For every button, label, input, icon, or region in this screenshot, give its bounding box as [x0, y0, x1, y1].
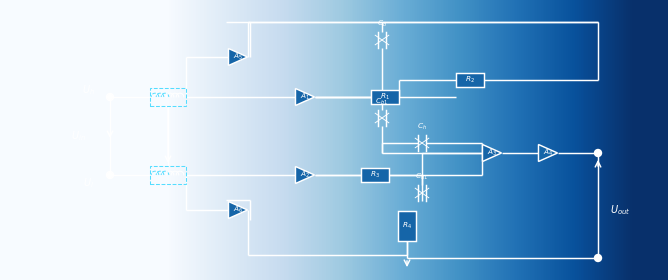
Bar	[398, 211, 416, 241]
Bar	[150, 88, 186, 106]
Text: $C_b$: $C_b$	[377, 19, 387, 29]
Text: $C_{b1}$: $C_{b1}$	[375, 97, 389, 107]
Text: $R_4$: $R_4$	[402, 221, 412, 231]
Polygon shape	[228, 202, 248, 218]
Text: $A_5$: $A_5$	[233, 52, 243, 62]
Bar	[456, 73, 484, 87]
Bar	[371, 90, 399, 104]
Text: $U_h$: $U_h$	[81, 83, 94, 97]
Polygon shape	[295, 167, 315, 183]
Polygon shape	[228, 48, 248, 66]
Text: $A_2$: $A_2$	[300, 170, 310, 180]
Text: $R_3$: $R_3$	[370, 170, 380, 180]
Text: $A_3$: $A_3$	[487, 148, 497, 158]
Text: $C_{h1}$: $C_{h1}$	[415, 172, 429, 182]
Text: $U_l$: $U_l$	[83, 176, 94, 190]
Bar	[150, 166, 186, 184]
Text: $R_1$: $R_1$	[380, 92, 390, 102]
Text: $A_1$: $A_1$	[300, 92, 310, 102]
Text: $A_4$: $A_4$	[543, 148, 553, 158]
Circle shape	[106, 171, 114, 179]
Text: $R_2$: $R_2$	[465, 75, 475, 85]
Polygon shape	[295, 88, 315, 106]
Polygon shape	[538, 144, 558, 162]
Text: $U_{out}$: $U_{out}$	[610, 203, 630, 217]
Circle shape	[595, 150, 601, 157]
Polygon shape	[482, 144, 502, 162]
Text: $C_h$: $C_h$	[417, 122, 427, 132]
Circle shape	[595, 255, 601, 262]
Circle shape	[106, 94, 114, 101]
Text: $A_6$: $A_6$	[232, 205, 243, 215]
Bar	[361, 168, 389, 182]
Text: $U_{in}$: $U_{in}$	[71, 129, 86, 143]
